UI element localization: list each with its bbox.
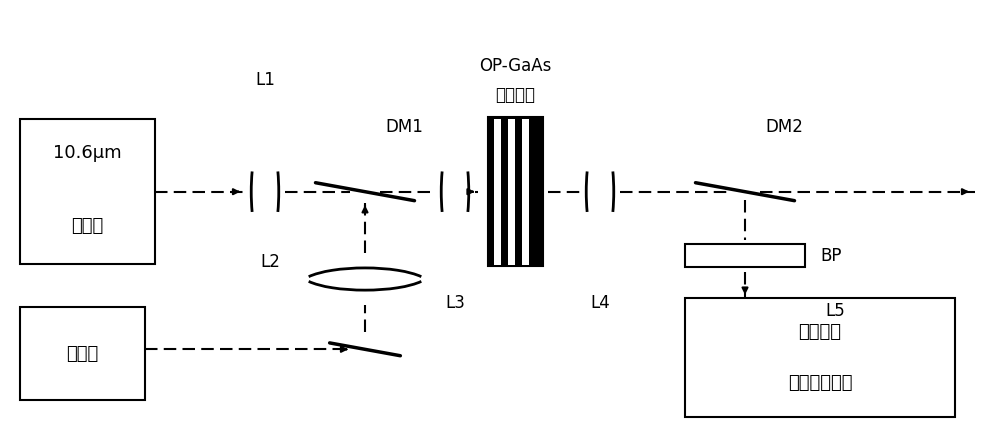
Bar <box>508 119 515 265</box>
Text: DM2: DM2 <box>765 118 803 136</box>
Text: BP: BP <box>820 247 842 265</box>
Text: 信号光: 信号光 <box>71 217 104 235</box>
Bar <box>20 119 155 264</box>
Bar <box>494 119 501 265</box>
Text: DM1: DM1 <box>385 118 423 136</box>
Text: L5: L5 <box>825 302 845 320</box>
Text: 泵浦光: 泵浦光 <box>66 345 99 363</box>
Bar <box>20 307 145 400</box>
Text: L2: L2 <box>260 253 280 271</box>
Bar <box>685 244 805 268</box>
Text: 单光子探测器: 单光子探测器 <box>788 374 852 392</box>
Text: 脊型波导: 脊型波导 <box>495 86 535 104</box>
Text: L3: L3 <box>445 294 465 312</box>
Bar <box>685 298 955 417</box>
Text: L4: L4 <box>590 294 610 312</box>
Text: 10.6μm: 10.6μm <box>53 144 122 162</box>
Text: L1: L1 <box>255 72 275 89</box>
Bar <box>522 119 529 265</box>
Text: OP-GaAs: OP-GaAs <box>479 57 551 75</box>
Text: 短波红外: 短波红外 <box>799 323 842 341</box>
Bar <box>488 117 542 266</box>
